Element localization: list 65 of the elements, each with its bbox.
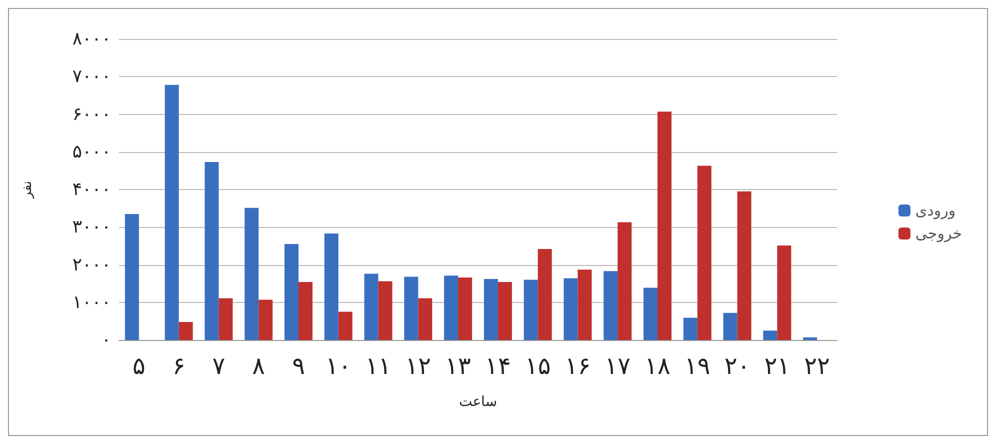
y-tick-label: ۱۰۰۰ (72, 292, 111, 313)
bar (364, 274, 378, 340)
y-tick-label: ۵۰۰۰ (72, 141, 111, 162)
bar (524, 280, 538, 340)
bar (538, 248, 552, 340)
y-tick-label: ۳۰۰۰ (72, 216, 111, 238)
bar (244, 208, 259, 340)
bar (777, 246, 792, 340)
bar (737, 191, 752, 340)
y-tick-label: ۲۰۰۰ (72, 254, 111, 276)
bar (258, 300, 273, 340)
y-tick-label: ۷۰۰۰ (72, 66, 111, 88)
bar (498, 282, 512, 340)
bar (204, 162, 219, 340)
bar (124, 214, 139, 340)
x-tick-label: ۱۹ (684, 352, 710, 380)
bar (723, 312, 738, 340)
bar (683, 318, 698, 340)
bar (418, 298, 432, 340)
bar (284, 244, 298, 340)
bar (164, 84, 179, 340)
bar (697, 166, 712, 340)
bar (338, 312, 352, 340)
x-tick-label: ۱۰ (326, 352, 352, 380)
bar (618, 222, 632, 340)
x-tick-label: ۱۲ (405, 352, 432, 380)
bar (458, 278, 472, 340)
bar (604, 271, 618, 340)
x-tick-label: ۱۸ (644, 352, 670, 380)
bar (218, 298, 233, 340)
y-axis-title: نفر (20, 180, 35, 200)
bar (444, 276, 458, 340)
bar (578, 270, 592, 340)
bar (324, 234, 338, 340)
x-tick-label: ۱۷ (604, 352, 631, 380)
bar (378, 281, 392, 340)
x-tick-label: ۲۱ (764, 352, 790, 380)
x-tick-label: ۷ (212, 352, 226, 380)
x-axis-title: ساعت (458, 394, 498, 410)
y-tick-label: ۰ (101, 330, 111, 350)
x-tick-label: ۲۲ (804, 352, 830, 380)
x-tick-label: ۲۰ (724, 352, 750, 380)
bar (644, 288, 658, 340)
x-tick-label: ۱۴ (485, 352, 511, 380)
y-tick-label: ۶۰۰۰ (72, 104, 111, 125)
bar (484, 279, 498, 340)
y-tick-label: ۸۰۰۰ (72, 28, 111, 50)
x-tick-label: ۵ (132, 352, 146, 380)
x-tick-label: ۱۱ (365, 352, 392, 380)
x-tick-label: ۱۳ (445, 352, 472, 380)
bar (658, 112, 672, 340)
x-tick-label: ۶ (172, 352, 186, 380)
legend-label: ورودی (915, 202, 956, 220)
bar (803, 337, 818, 340)
x-tick-label: ۸ (252, 352, 266, 380)
bar (763, 330, 778, 340)
y-tick-label: ۴۰۰۰ (72, 179, 111, 200)
x-tick-label: ۹ (292, 352, 305, 380)
bar (178, 322, 193, 340)
x-tick-label: ۱۶ (564, 352, 591, 380)
bar (404, 276, 418, 340)
x-tick-label: ۱۵ (524, 352, 551, 380)
bar (298, 282, 312, 340)
bar (564, 278, 578, 340)
legend-label: خروجی (915, 224, 962, 242)
